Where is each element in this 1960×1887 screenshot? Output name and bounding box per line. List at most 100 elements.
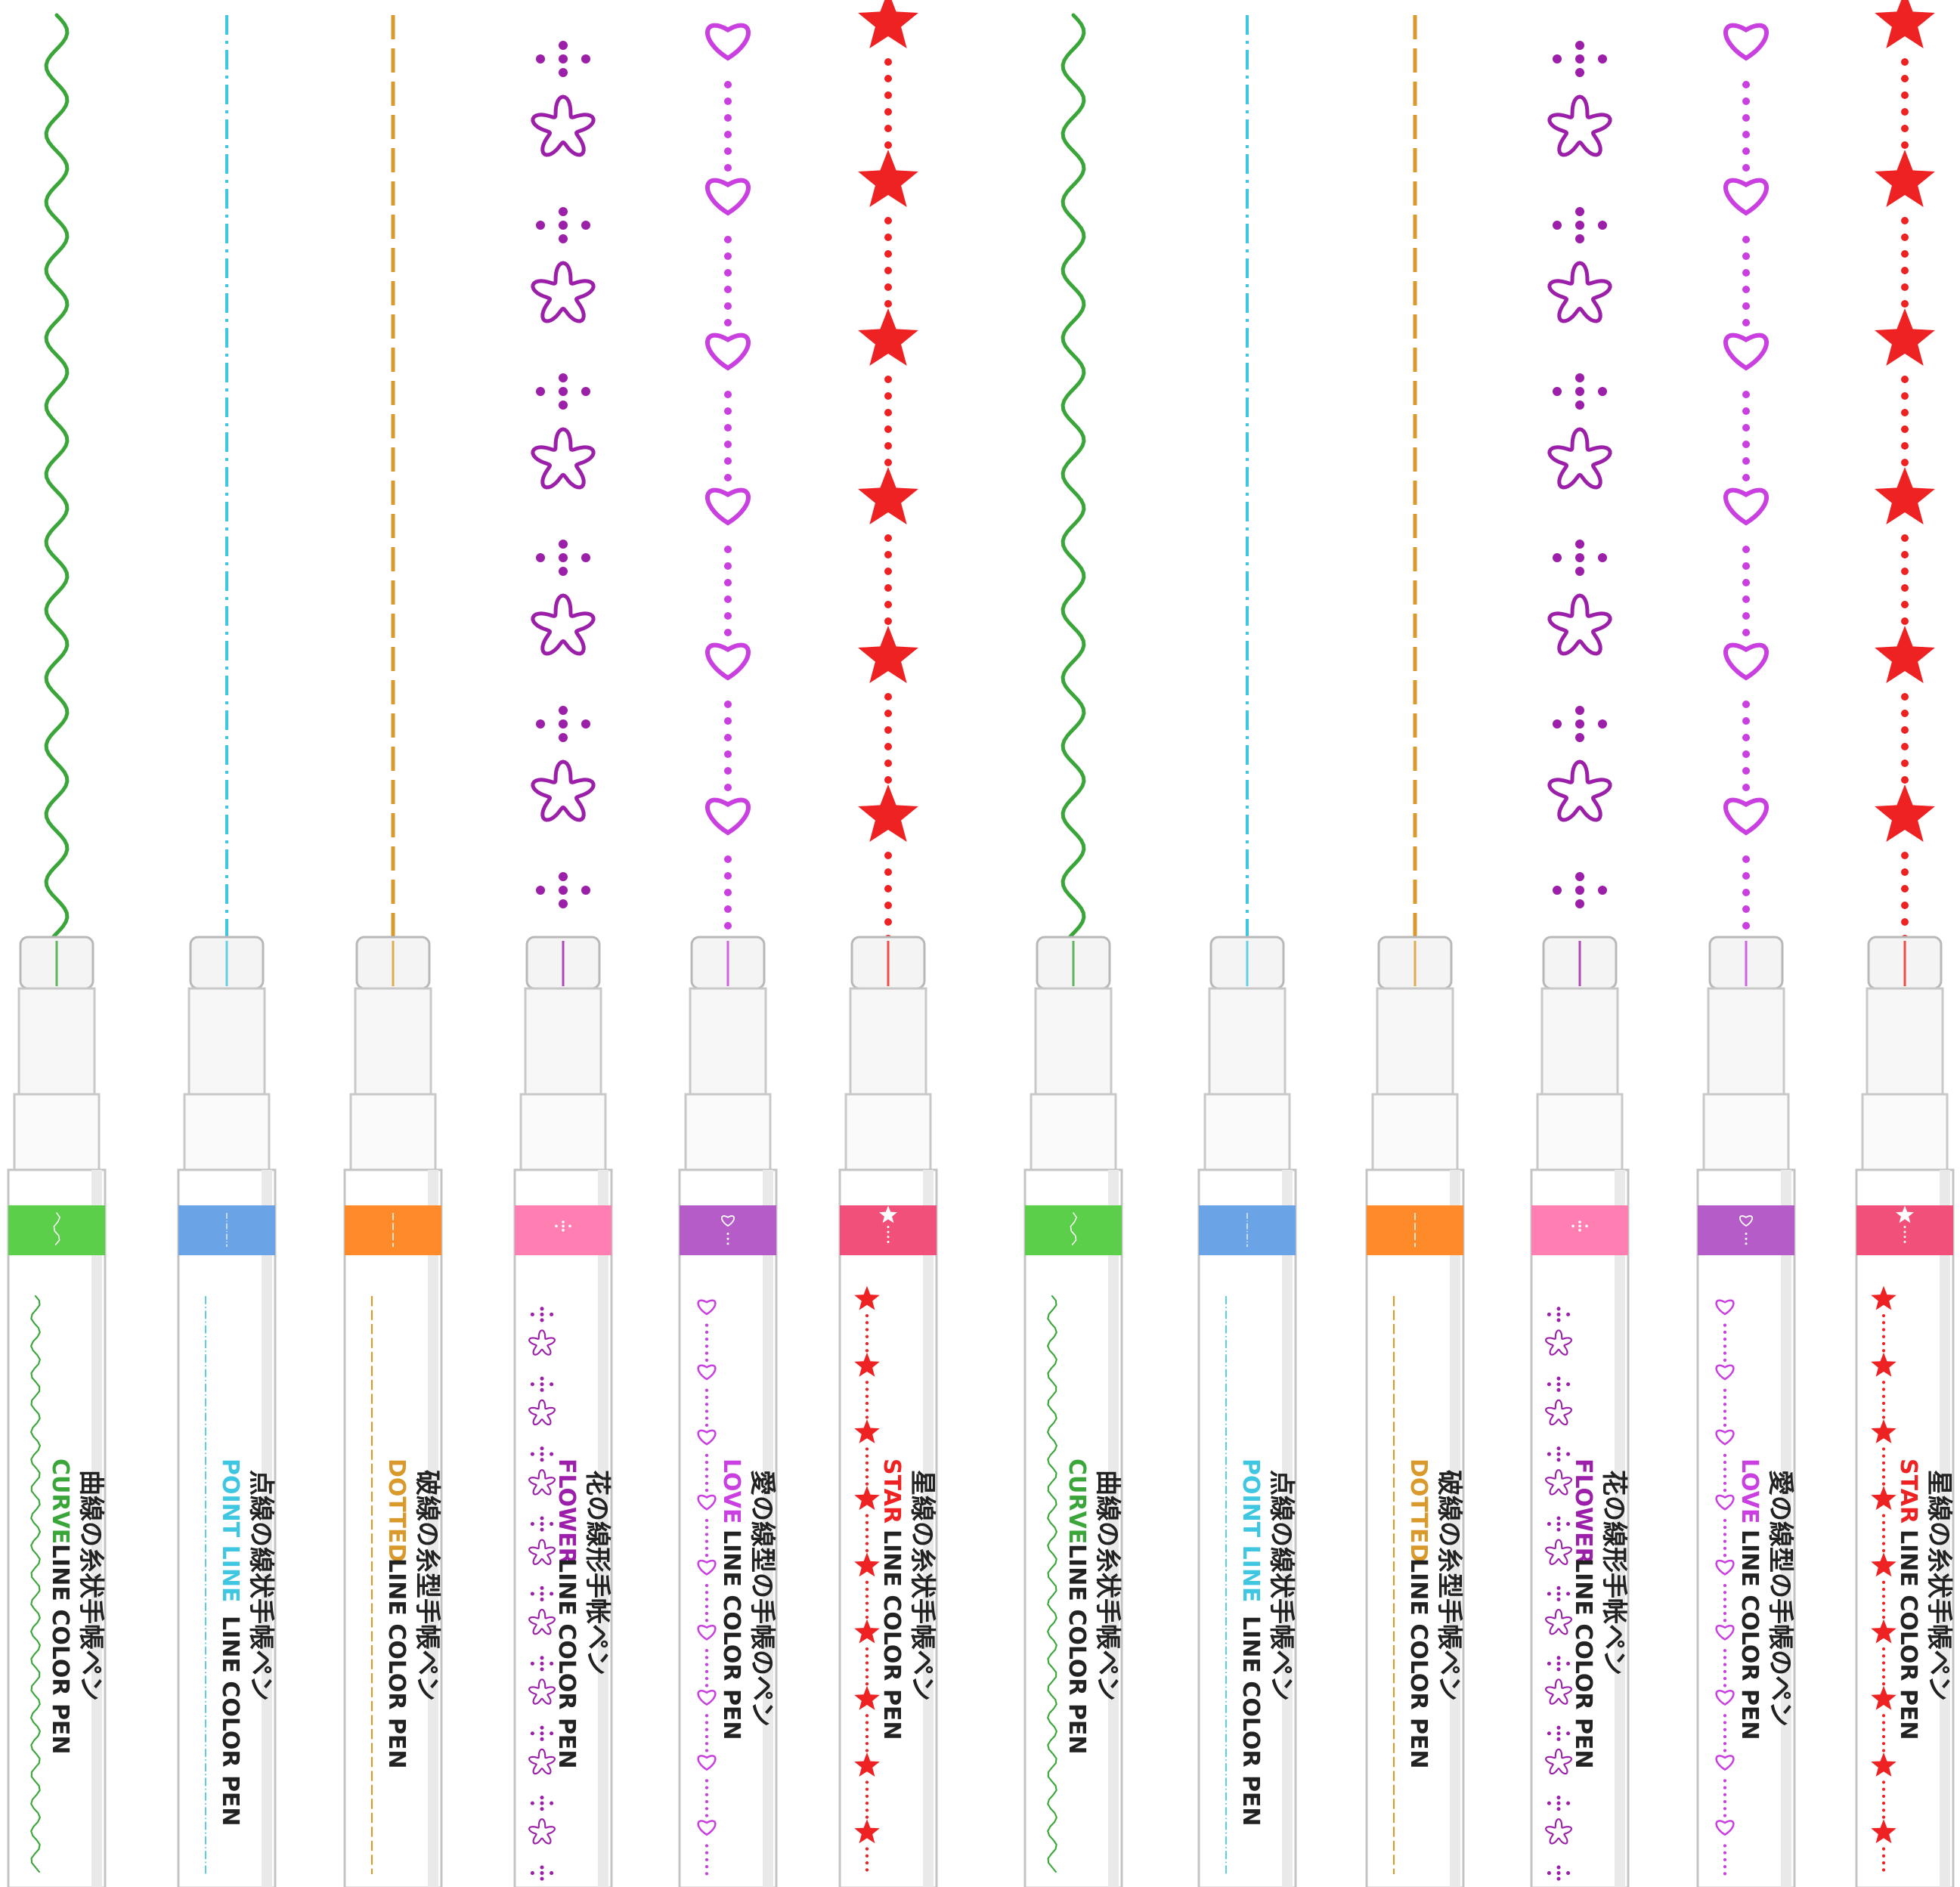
barrel-dot xyxy=(1723,1663,1727,1666)
drawn-dot xyxy=(724,97,732,105)
drawn-dot xyxy=(724,441,732,448)
drawn-star xyxy=(858,784,918,842)
drawn-flower xyxy=(1547,261,1612,323)
barrel-dot xyxy=(1723,1460,1727,1465)
band-dot xyxy=(887,1226,890,1229)
drawn-dot xyxy=(1742,319,1750,326)
drawn-dot xyxy=(884,710,892,717)
barrel-dot xyxy=(1556,1318,1561,1322)
barrel-dot xyxy=(1547,1871,1551,1876)
barrel-dot xyxy=(1881,1601,1886,1605)
barrel-shade xyxy=(763,1170,773,1887)
barrel-heart xyxy=(697,1625,717,1641)
band-wavy-line xyxy=(53,1212,60,1245)
pen-type-label: POINT LINE xyxy=(217,1459,243,1603)
barrel-dot xyxy=(704,1872,709,1876)
barrel-dot xyxy=(865,1787,869,1791)
band-dot xyxy=(1903,1226,1906,1229)
barrel-dot xyxy=(1723,1330,1727,1334)
drawn-dot xyxy=(559,207,568,216)
barrel-dot xyxy=(1881,1475,1886,1479)
drawn-dot xyxy=(1575,567,1584,576)
pen-product-label: LINE COLOR PEN xyxy=(1895,1530,1921,1740)
drawn-dot xyxy=(724,734,732,741)
barrel-dot xyxy=(865,1647,869,1651)
barrel-dot xyxy=(540,1387,544,1392)
barrel-dot xyxy=(1556,1458,1561,1462)
drawn-star xyxy=(858,150,918,207)
barrel-dot xyxy=(1566,1661,1571,1666)
drawn-dot xyxy=(1575,553,1584,562)
drawn-dot xyxy=(724,131,732,138)
pen-japanese-label: 花の線形手帐ペン xyxy=(582,1470,612,1675)
barrel-dot xyxy=(704,1330,709,1334)
barrel-heart xyxy=(697,1559,717,1576)
barrel-dot xyxy=(865,1542,869,1545)
barrel-star xyxy=(854,1486,880,1511)
barrel-flower xyxy=(528,1818,556,1845)
barrel-dot xyxy=(865,1447,869,1451)
drawn-dot xyxy=(1598,719,1607,729)
pen-product-label: LINE COLOR PEN xyxy=(383,1558,410,1769)
barrel-dot xyxy=(1723,1807,1727,1811)
barrel-dot xyxy=(1566,1871,1571,1876)
barrel-dot xyxy=(1566,1312,1571,1316)
barrel-dot xyxy=(1881,1321,1886,1325)
barrel-dot xyxy=(1881,1742,1886,1746)
drawn-dot xyxy=(536,553,545,562)
band-dot xyxy=(1745,1237,1748,1240)
barrel-heart xyxy=(1715,1429,1735,1446)
drawn-dot xyxy=(1901,584,1909,592)
barrel-dot xyxy=(1556,1312,1561,1316)
barrel-dot xyxy=(1547,1801,1551,1805)
barrel-dot xyxy=(865,1401,869,1406)
pen-collar xyxy=(1861,1093,1949,1171)
pen-type-label: FLOWER xyxy=(553,1459,580,1565)
pen-color-band xyxy=(178,1205,275,1255)
pen-neck xyxy=(1540,987,1619,1096)
drawn-dot xyxy=(1598,221,1607,230)
drawn-dot xyxy=(559,719,568,729)
barrel-dot xyxy=(550,1522,554,1527)
barrel-dot xyxy=(1881,1668,1886,1672)
drawn-dot xyxy=(1575,401,1584,410)
drawn-dot xyxy=(884,91,892,99)
barrel-dot xyxy=(704,1344,709,1348)
drawn-dot xyxy=(1901,217,1909,224)
drawn-dot xyxy=(884,743,892,750)
barrel-dot xyxy=(1723,1684,1727,1687)
drawn-dot xyxy=(559,234,568,243)
drawn-dot xyxy=(559,387,568,396)
band-dot xyxy=(1745,1233,1748,1236)
drawn-flower xyxy=(1547,593,1612,656)
drawn-heart xyxy=(705,333,751,371)
drawn-dot xyxy=(1742,131,1750,138)
pen-barrel xyxy=(1696,1168,1796,1887)
drawn-dot xyxy=(1742,97,1750,105)
barrel-star xyxy=(854,1352,880,1377)
drawn-dot xyxy=(1901,918,1909,926)
barrel-flower xyxy=(1545,1399,1572,1426)
drawn-dot xyxy=(1742,114,1750,122)
drawn-dot xyxy=(1901,759,1909,767)
barrel-dot xyxy=(704,1684,709,1687)
barrel-dot xyxy=(1723,1728,1727,1731)
drawn-dot xyxy=(884,568,892,575)
drawn-dot xyxy=(1575,41,1584,50)
drawn-star xyxy=(1875,784,1935,842)
drawn-dot xyxy=(1901,617,1909,625)
barrel-heart xyxy=(697,1820,717,1836)
barrel-dot xyxy=(1723,1539,1727,1543)
drawn-dot xyxy=(884,58,892,66)
barrel-shade xyxy=(1781,1170,1791,1887)
pen-collar xyxy=(183,1093,271,1171)
band-star xyxy=(879,1205,897,1223)
barrel-dot xyxy=(540,1585,544,1590)
pen-barrel xyxy=(1197,1168,1297,1887)
drawn-dot xyxy=(1901,568,1909,575)
drawn-dot xyxy=(1598,886,1607,895)
band-dot xyxy=(1585,1224,1588,1228)
barrel-dot xyxy=(1723,1395,1727,1400)
pen-type-label: STAR xyxy=(878,1459,905,1524)
